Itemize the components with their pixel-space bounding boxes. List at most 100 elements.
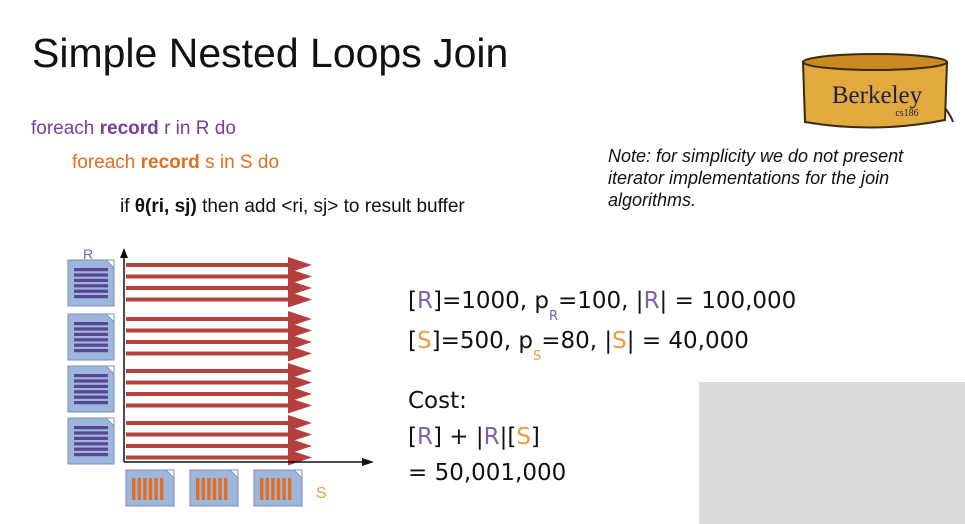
cost-formula: [R] + |R|[S] bbox=[408, 424, 540, 450]
page-stripe bbox=[74, 431, 108, 435]
page-stripe bbox=[160, 478, 164, 500]
join-arrow-line bbox=[126, 317, 296, 321]
page-stripe bbox=[132, 478, 136, 500]
page-stripe bbox=[201, 478, 205, 500]
join-arrow-line bbox=[126, 421, 296, 425]
r-label: R bbox=[83, 246, 93, 262]
code-text: foreach bbox=[72, 152, 141, 173]
berkeley-logo: Berkeley cs186 bbox=[801, 53, 954, 129]
join-arrow-head bbox=[288, 291, 312, 308]
join-arrow-line bbox=[126, 274, 296, 279]
page-stripe bbox=[74, 284, 108, 288]
page-stripe bbox=[137, 478, 141, 500]
page-stripe bbox=[74, 453, 108, 457]
slide-title: Simple Nested Loops Join bbox=[32, 30, 509, 76]
cost-r-letter: R bbox=[483, 424, 500, 450]
page-stripe bbox=[74, 442, 108, 446]
page-stripe bbox=[74, 395, 108, 399]
page-corner bbox=[104, 365, 115, 376]
page-stripe bbox=[271, 478, 275, 500]
r-page bbox=[67, 365, 115, 413]
stats-s: [S]=500, pS=80, |S| = 40,000 bbox=[408, 328, 749, 364]
page-corner bbox=[104, 259, 115, 270]
logo-text: Berkeley bbox=[832, 82, 923, 109]
join-arrow-head bbox=[288, 386, 312, 402]
join-arrow-head bbox=[288, 438, 312, 454]
r-page bbox=[67, 313, 115, 361]
page-stripe bbox=[74, 273, 108, 277]
page-stripe bbox=[74, 268, 108, 272]
join-arrow-head bbox=[288, 334, 312, 350]
page-stripe bbox=[265, 478, 269, 500]
page-stripe bbox=[74, 390, 108, 394]
page-stripe bbox=[74, 401, 108, 405]
page-stripe bbox=[276, 478, 281, 500]
page-stripe bbox=[74, 322, 108, 326]
stat-text: =80, | bbox=[541, 328, 613, 354]
page-stripe bbox=[212, 478, 217, 500]
logo-subtext: cs186 bbox=[895, 108, 918, 119]
join-arrow-line bbox=[126, 328, 296, 333]
join-arrow-head bbox=[288, 363, 312, 379]
s-pages bbox=[125, 469, 303, 507]
page-stripe bbox=[74, 426, 108, 430]
code-keyword: record bbox=[99, 118, 159, 139]
join-arrow-head bbox=[288, 426, 312, 443]
page-stripe bbox=[74, 349, 108, 353]
page-stripe bbox=[74, 374, 108, 378]
page-corner bbox=[104, 313, 115, 324]
page-corner bbox=[228, 469, 239, 480]
stat-text: =100, | bbox=[558, 288, 644, 314]
page-stripe bbox=[74, 338, 108, 342]
join-arrow-line bbox=[126, 351, 296, 356]
nested-loops-diagram: R S bbox=[67, 246, 374, 507]
page-stripe bbox=[74, 384, 108, 388]
page-stripe bbox=[74, 447, 108, 451]
join-arrow-head bbox=[288, 280, 312, 296]
join-arrow-head bbox=[288, 415, 312, 431]
stat-s-letter: S bbox=[612, 328, 627, 354]
page-stripe bbox=[148, 478, 153, 500]
join-arrow-line bbox=[126, 286, 296, 290]
stat-subscript: S bbox=[532, 349, 542, 364]
join-arrow-line bbox=[126, 380, 296, 385]
page-stripe bbox=[282, 478, 286, 500]
page-stripe bbox=[74, 343, 108, 347]
code-text: foreach bbox=[31, 118, 100, 139]
join-arrow-head bbox=[288, 449, 312, 466]
page-stripe bbox=[74, 379, 108, 383]
stat-subscript: R bbox=[548, 309, 559, 324]
arrow-group bbox=[126, 257, 312, 466]
page-corner bbox=[104, 417, 115, 428]
page-stripe bbox=[74, 289, 108, 293]
join-arrow-head bbox=[288, 345, 312, 362]
x-axis-arrowhead bbox=[362, 458, 374, 466]
code-line-outer-loop: foreach record r in R do bbox=[31, 118, 236, 140]
cost-text: ] bbox=[530, 424, 540, 450]
code-text: if bbox=[120, 196, 135, 217]
cost-text: |[ bbox=[499, 424, 517, 450]
stat-text: [ bbox=[408, 328, 417, 354]
code-text: then add <ri, sj> to result buffer bbox=[196, 196, 465, 217]
page-stripe bbox=[218, 478, 222, 500]
cost-label: Cost: bbox=[408, 388, 467, 414]
page-stripe bbox=[74, 295, 108, 299]
code-keyword: record bbox=[140, 152, 200, 173]
code-keyword: θ(ri, sj) bbox=[134, 196, 197, 217]
join-arrow-head bbox=[288, 268, 312, 285]
page-stripe bbox=[224, 478, 228, 500]
code-line-inner-loop: foreach record s in S do bbox=[72, 152, 279, 174]
join-arrow-line bbox=[126, 340, 296, 344]
stat-r-letter: R bbox=[643, 288, 660, 314]
code-text: r in R do bbox=[158, 118, 236, 139]
join-arrow-line bbox=[126, 444, 296, 448]
code-line-condition: if θ(ri, sj) then add <ri, sj> to result… bbox=[120, 196, 465, 218]
cost-text: [ bbox=[408, 424, 417, 450]
page-stripe bbox=[74, 332, 108, 336]
join-arrow-line bbox=[126, 297, 296, 302]
r-page bbox=[67, 417, 115, 465]
page-stripe bbox=[196, 478, 200, 500]
page-corner bbox=[164, 469, 175, 480]
stat-s-letter: S bbox=[416, 328, 432, 354]
join-arrow-head bbox=[288, 397, 312, 414]
